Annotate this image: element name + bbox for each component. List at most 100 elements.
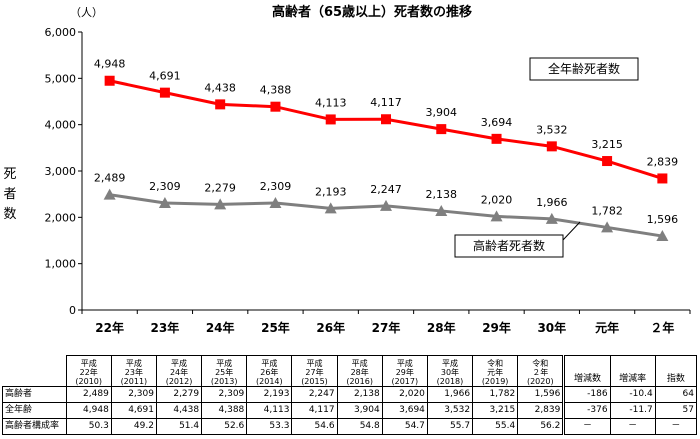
y-axis-label-char: 死 [3, 167, 16, 182]
y-tick-label: 1,000 [45, 258, 77, 271]
table-body: 高齢者 2,489 2,309 2,279 2,309 2,193 2,247 2,138 2,… [2, 386, 698, 435]
data-label: 2,309 [260, 180, 292, 193]
data-point [657, 173, 668, 184]
y-tick-label: 3,000 [45, 165, 77, 178]
data-point [490, 210, 503, 222]
data-point [104, 75, 115, 86]
x-tick-label: 元年 [595, 320, 619, 335]
row-label: 高齢者構成率 [2, 418, 67, 435]
x-tick-label: 22年 [95, 320, 124, 335]
x-tick-label: 27年 [372, 320, 401, 335]
table-cell: 51.4 [155, 418, 203, 435]
data-point [546, 141, 557, 152]
data-label: 2,020 [481, 193, 513, 206]
stat-cell: -376 [564, 402, 611, 419]
year-header: 令和 元年 (2019) [472, 355, 519, 387]
y-unit: （人） [70, 6, 103, 19]
x-tick-label: 28年 [427, 320, 456, 335]
y-axis-ticks: 0 1,000 2,000 3,000 4,000 5,000 6,000 [45, 26, 82, 317]
data-label: 2,489 [94, 172, 126, 185]
table-cell: 1,596 [517, 386, 564, 403]
y-tick-label: 6,000 [45, 26, 77, 39]
data-point [381, 114, 391, 125]
year-header: 平成 26年 (2014) [246, 355, 293, 387]
callout-box [454, 234, 564, 258]
data-point [324, 202, 337, 214]
data-label: 1,596 [647, 213, 679, 226]
table-cell: 4,948 [65, 402, 112, 419]
table-cell: 2,020 [381, 386, 428, 403]
table-cell: 3,215 [472, 402, 519, 419]
y-tick-label: 2,000 [45, 211, 77, 224]
data-point [380, 199, 392, 211]
stat-cell: -11.7 [609, 402, 656, 419]
table-cell: 4,388 [201, 402, 248, 419]
y-tick-label: 0 [69, 304, 76, 317]
x-tick-label: ２年 [650, 320, 674, 335]
x-tick-label: 24年 [206, 320, 235, 335]
stat-cell: － [564, 418, 611, 435]
y-tick-label: 5,000 [45, 72, 77, 85]
data-label: 4,438 [204, 81, 236, 94]
x-tick-label: 29年 [482, 320, 511, 335]
table-cell: 53.3 [246, 418, 293, 435]
data-label: 3,694 [481, 116, 513, 129]
callout-box [529, 57, 639, 81]
data-label: 2,309 [149, 180, 181, 193]
data-point [601, 221, 614, 233]
y-axis-label: 死者数 [3, 167, 16, 222]
year-header: 平成 25年 (2013) [201, 355, 248, 387]
x-axis-ticks: 22年 23年 24年 25年 26年 27年 28年 29年 30年 元年 ２年 [81, 310, 691, 335]
data-point [325, 114, 336, 125]
chart-title: 高齢者（65歳以上）死者数の推移 [272, 4, 472, 20]
callout-leader [562, 221, 581, 241]
x-tick-label: 23年 [151, 320, 180, 335]
series-elderly: 2,489 2,309 2,279 2,309 2,193 2,247 2,138 2,020… [94, 172, 679, 242]
table-cell: 54.7 [381, 418, 428, 435]
x-tick-label: 30年 [537, 320, 566, 335]
table-cell: 55.7 [426, 418, 474, 435]
series-layer: 4,948 4,691 4,438 4,388 4,113 4,117 3,904 3,694… [94, 58, 679, 242]
series-all-ages: 4,948 4,691 4,438 4,388 4,113 4,117 3,904 3,694… [94, 58, 678, 184]
data-label: 3,532 [536, 123, 568, 136]
y-axis-label-char: 数 [3, 207, 16, 222]
table-cell: 4,691 [110, 402, 157, 419]
data-point [159, 87, 170, 98]
year-header: 平成 27年 (2015) [291, 355, 338, 387]
data-table: 平成 22年 (2010) 平成 23年 (2011) 平成 24年 (2012) 平成 25年 (2… [2, 355, 698, 435]
x-tick-label: 25年 [261, 320, 290, 335]
year-header: 令和 ２年 (2020) [517, 355, 564, 387]
y-tick-label: 4,000 [45, 119, 77, 132]
table-corner [3, 356, 67, 387]
stat-header: 指数 [654, 355, 698, 387]
data-label: 2,138 [426, 188, 458, 201]
data-point [491, 133, 502, 144]
callout-label: 全年齢死者数 [548, 61, 620, 76]
series-callout: 高齢者死者数 [454, 234, 564, 258]
data-label: 3,215 [591, 138, 623, 151]
table-cell: 1,966 [426, 386, 474, 403]
table-row: 全年齢 4,948 4,691 4,438 4,388 4,113 4,117 3,904 3,… [2, 402, 698, 419]
table-cell: 3,904 [336, 402, 383, 419]
data-label: 4,948 [94, 58, 126, 71]
table-cell: 55.4 [472, 418, 519, 435]
table-header-row: 平成 22年 (2010) 平成 23年 (2011) 平成 24年 (2012) 平成 25年 (2… [3, 355, 698, 387]
table-cell: 54.8 [336, 418, 383, 435]
table-cell: 1,782 [472, 386, 519, 403]
table-cell: 2,247 [291, 386, 338, 403]
table-cell: 2,193 [246, 386, 293, 403]
table-cell: 2,309 [110, 386, 157, 403]
stat-cell: － [609, 418, 656, 435]
series-callout: 全年齢死者数 [529, 57, 639, 81]
row-label: 高齢者 [2, 386, 67, 403]
table-row: 高齢者構成率 50.3 49.2 51.4 52.6 53.3 54.6 54.8 54.7 55… [2, 418, 698, 435]
callout-label: 高齢者死者数 [473, 238, 545, 253]
year-header: 平成 28年 (2016) [336, 355, 383, 387]
table-cell: 50.3 [65, 418, 112, 435]
data-label: 1,782 [591, 204, 623, 217]
table-cell: 54.6 [291, 418, 338, 435]
table-cell: 4,113 [246, 402, 293, 419]
table-cell: 3,694 [381, 402, 428, 419]
line-chart: 高齢者（65歳以上）死者数の推移 （人） 死者数 0 1,000 2,000 3,00… [3, 4, 691, 335]
